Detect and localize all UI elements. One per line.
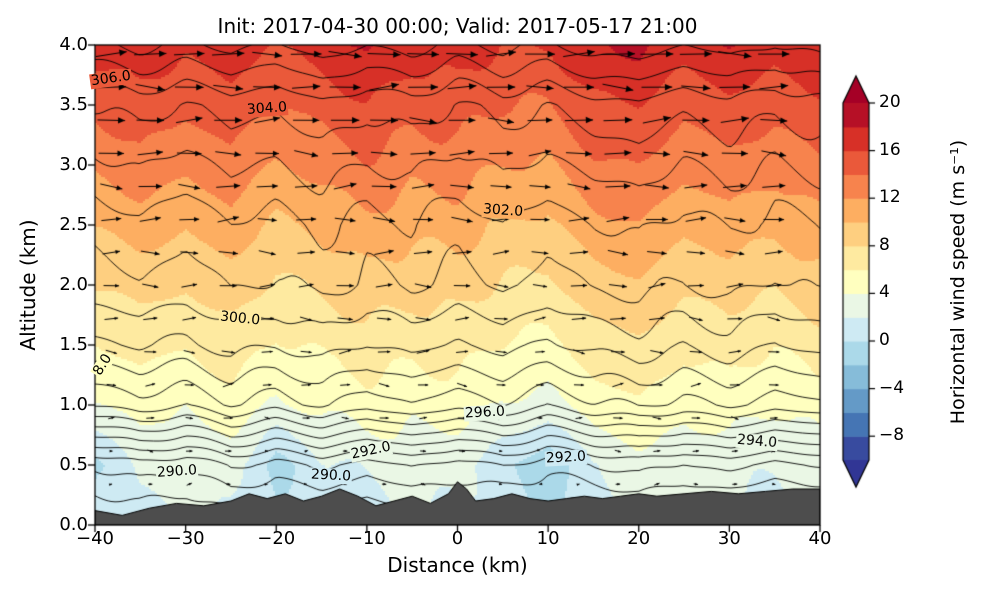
x-tick-label: −40 <box>76 528 114 549</box>
y-tick-label: 0.5 <box>59 454 88 475</box>
contour-label: 302.0 <box>481 200 525 220</box>
colorbar-tick-label: 20 <box>879 92 901 112</box>
y-tick-label: 4.0 <box>59 34 88 55</box>
y-axis-label: Altitude (km) <box>16 219 40 351</box>
plot-title: Init: 2017-04-30 00:00; Valid: 2017-05-1… <box>217 14 698 38</box>
y-tick-label: 3.5 <box>59 94 88 115</box>
x-tick-label: 40 <box>808 528 832 549</box>
x-tick-label: 0 <box>451 528 464 549</box>
x-tick-label: −20 <box>257 528 296 549</box>
colorbar-tick-label: 0 <box>879 330 890 350</box>
y-tick-label: 2.5 <box>59 214 88 235</box>
contour-label: 290.0 <box>155 462 199 482</box>
y-tick-label: 1.0 <box>59 394 88 415</box>
colorbar-tick-label: −4 <box>879 377 905 398</box>
y-tick-label: 0.0 <box>59 514 88 535</box>
contour-label: 292.0 <box>544 448 588 467</box>
x-tick-label: 20 <box>627 528 651 549</box>
contour-label: 296.0 <box>463 403 507 422</box>
colorbar-tick-label: 16 <box>879 139 901 160</box>
colorbar-tick-label: 4 <box>879 282 890 303</box>
colorbar-label: Horizontal wind speed (m s⁻¹) <box>947 139 969 425</box>
contour-label: 304.0 <box>245 98 289 118</box>
contour-label: 290.0 <box>309 466 353 485</box>
y-tick-label: 1.5 <box>59 334 88 355</box>
x-tick-label: −30 <box>166 528 205 549</box>
y-tick-label: 2.0 <box>59 274 88 295</box>
x-tick-label: 10 <box>536 528 560 549</box>
colorbar-tick-label: 12 <box>879 187 901 208</box>
x-axis-label: Distance (km) <box>387 553 528 577</box>
x-tick-label: 30 <box>717 528 741 549</box>
colorbar-tick-label: 8 <box>879 234 890 255</box>
colorbar-tick-label: −8 <box>879 425 905 446</box>
y-tick-label: 3.0 <box>59 154 88 175</box>
x-tick-label: −10 <box>347 528 386 549</box>
